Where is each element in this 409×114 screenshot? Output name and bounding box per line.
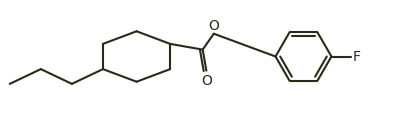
Text: F: F	[353, 50, 361, 64]
Text: O: O	[201, 74, 212, 88]
Text: O: O	[208, 19, 219, 32]
